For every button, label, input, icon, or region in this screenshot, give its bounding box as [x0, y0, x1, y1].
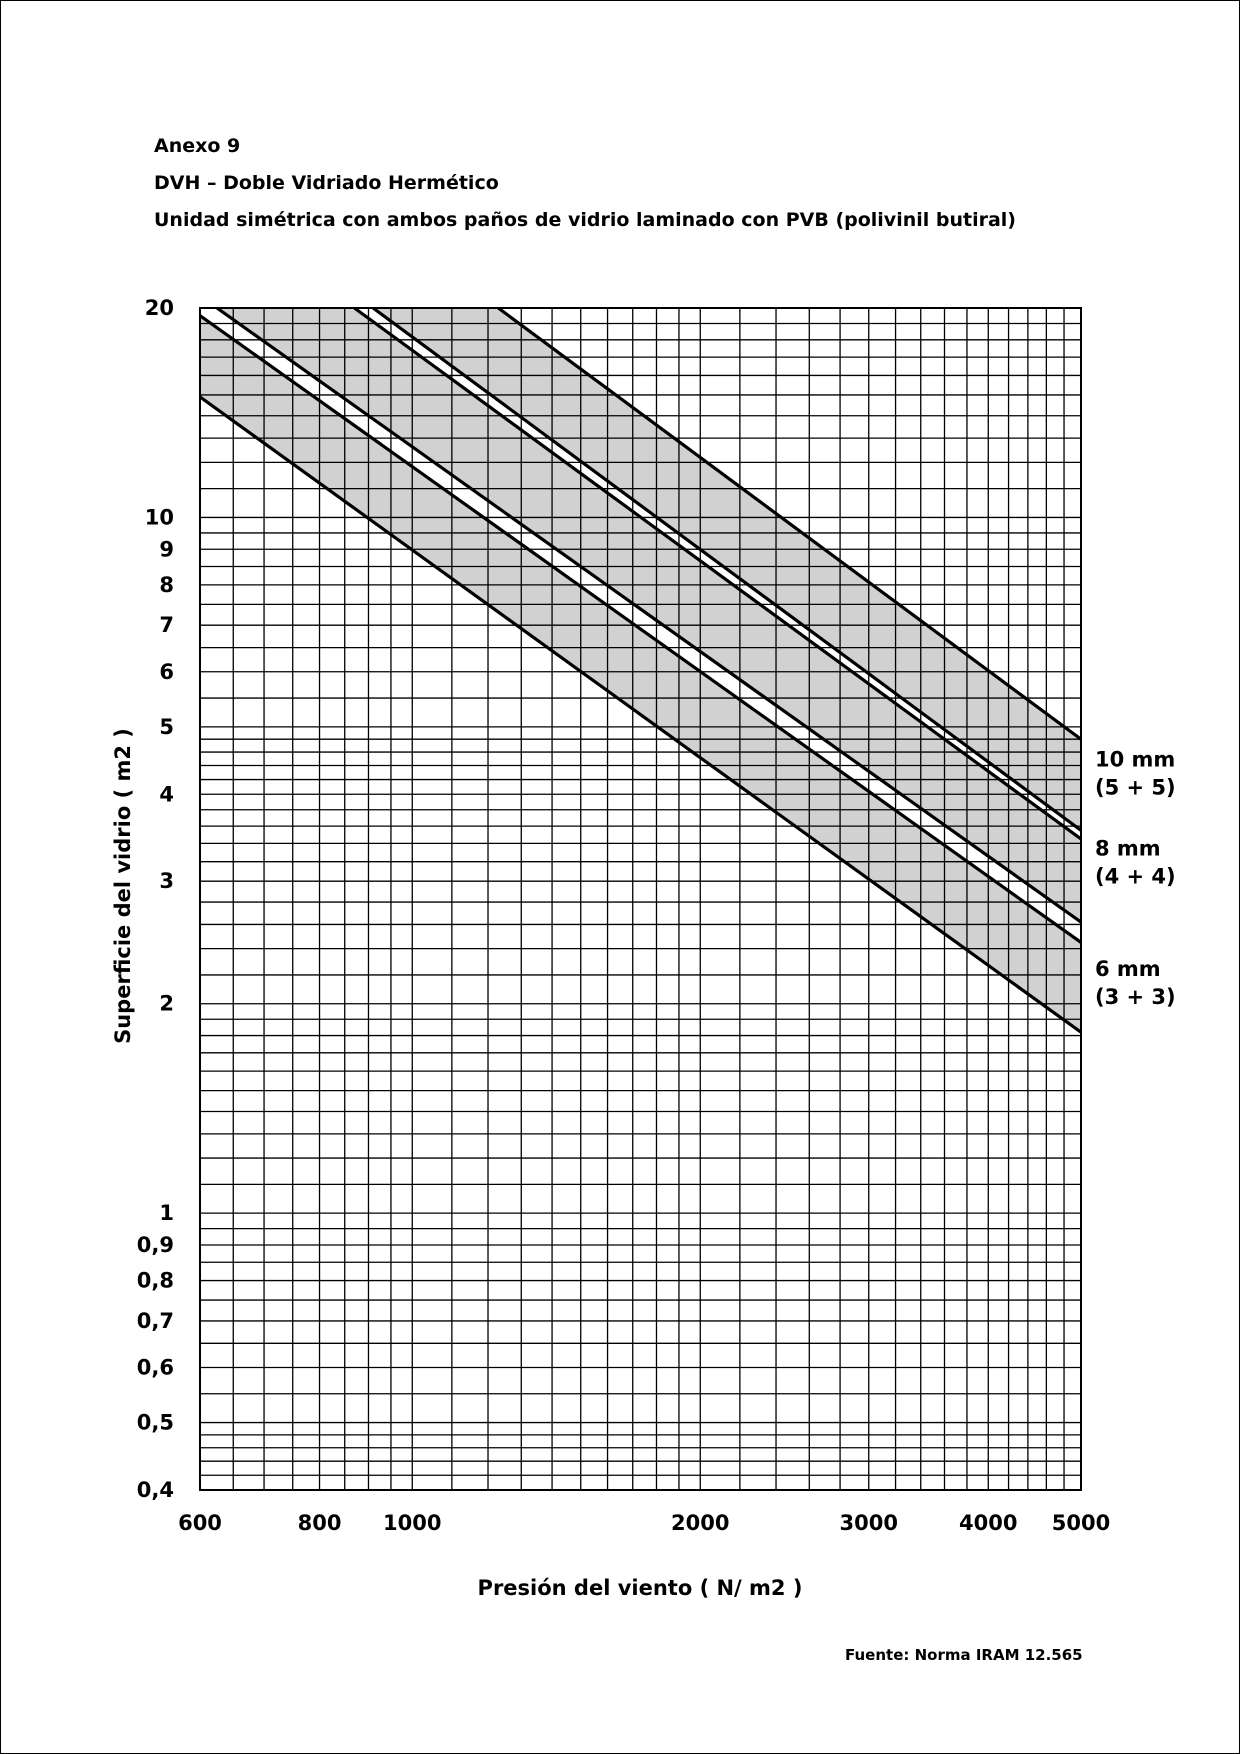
band-1-upper-line	[200, 314, 1081, 944]
series-label: 6 mm	[1095, 957, 1161, 981]
grid	[199, 307, 1082, 1491]
band-1-lower-line	[200, 395, 1081, 1034]
band-3-upper-line	[497, 308, 1081, 741]
x-tick-label: 5000	[1052, 1511, 1110, 1535]
series-label: (5 + 5)	[1095, 775, 1176, 799]
y-tick-label: 6	[159, 660, 174, 684]
series-label: (3 + 3)	[1095, 985, 1176, 1009]
series-label: (4 + 4)	[1095, 865, 1176, 889]
axis-tick-labels: 600 800 1000 2000 3000 4000 5000 20 10 9 8 7 6 5 4 3 2 1 0…	[137, 296, 1110, 1535]
x-tick-label: 800	[298, 1511, 342, 1535]
x-tick-label: 2000	[671, 1511, 729, 1535]
band-area-1	[200, 315, 1081, 1033]
x-axis-label: Presión del viento ( N/ m2 )	[478, 1576, 803, 1600]
y-tick-label: 8	[159, 573, 174, 597]
y-tick-label: 1	[159, 1201, 174, 1225]
y-tick-label: 0,9	[137, 1233, 174, 1257]
y-tick-label: 0,7	[137, 1309, 174, 1333]
y-tick-label: 2	[159, 992, 174, 1016]
y-tick-label: 7	[159, 613, 174, 637]
series-label: 8 mm	[1095, 837, 1161, 861]
y-tick-label: 20	[145, 296, 174, 320]
band-edges	[200, 308, 1081, 1034]
annex-label: Anexo 9	[154, 135, 241, 157]
plot-frame	[199, 307, 1082, 1491]
page-header: Anexo 9 DVH – Doble Vidriado Hermético U…	[154, 128, 1016, 239]
page-title: DVH – Doble Vidriado Hermético	[154, 172, 499, 194]
y-axis-label: Superficie del vidrio ( m2 )	[111, 728, 135, 1044]
y-tick-label: 0,4	[137, 1478, 174, 1502]
band-2-lower-line	[216, 308, 1081, 924]
y-tick-label: 0,8	[137, 1269, 174, 1293]
bands	[200, 308, 1081, 1033]
y-tick-label: 4	[159, 782, 174, 806]
series-labels: 6 mm (3 + 3) 8 mm (4 + 4) 10 mm (5 + 5)	[1095, 747, 1176, 1008]
series-label: 10 mm	[1095, 747, 1175, 771]
x-tick-label: 1000	[383, 1511, 441, 1535]
x-tick-label: 3000	[840, 1511, 898, 1535]
y-tick-label: 5	[159, 715, 174, 739]
y-tick-label: 0,6	[137, 1355, 174, 1379]
band-2-upper-line	[353, 308, 1081, 841]
band-3-lower-line	[372, 308, 1081, 832]
y-tick-label: 3	[159, 869, 174, 893]
page-subtitle: Unidad simétrica con ambos paños de vidr…	[154, 209, 1016, 231]
x-tick-label: 4000	[959, 1511, 1017, 1535]
x-tick-label: 600	[178, 1511, 222, 1535]
y-tick-label: 9	[159, 537, 174, 561]
y-tick-label: 0,5	[137, 1411, 174, 1435]
source-note: Fuente: Norma IRAM 12.565	[845, 1646, 1083, 1664]
y-tick-label: 10	[145, 505, 174, 529]
